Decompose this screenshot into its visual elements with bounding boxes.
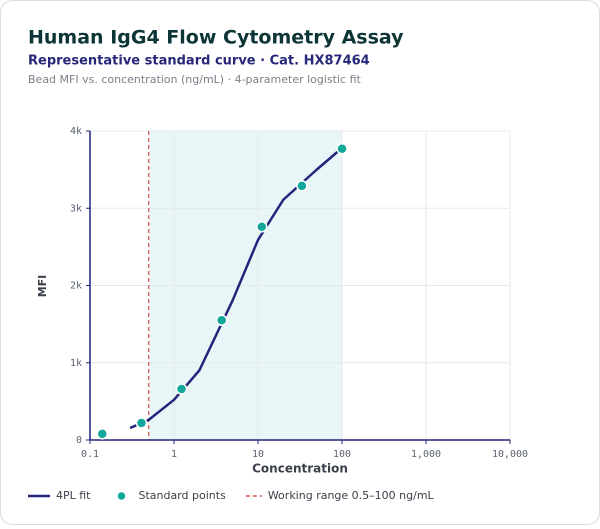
- x-tick-label: 100: [333, 449, 351, 460]
- x-tick-label: 10,000: [492, 449, 528, 460]
- y-tick-label: 3k: [70, 203, 82, 214]
- data-point: [135, 417, 148, 429]
- fit-line: [129, 147, 343, 430]
- legend-label: Working range 0.5–100 ng/mL: [268, 489, 435, 502]
- data-point: [215, 314, 228, 327]
- x-tick-label: 1,000: [411, 449, 441, 460]
- chart-subtitle: Representative standard curve · Cat. HX8…: [28, 54, 370, 69]
- y-tick-label: 2k: [70, 281, 82, 292]
- legend-label: Standard points: [139, 489, 227, 502]
- x-tick-label: 10: [252, 449, 264, 460]
- legend-swatch: [116, 490, 127, 502]
- data-point: [336, 143, 348, 155]
- x-tick-label: 1: [171, 449, 177, 460]
- data-point: [256, 221, 268, 233]
- y-tick-label: 0: [76, 435, 82, 446]
- x-tick-label: 0.1: [81, 449, 99, 460]
- x-axis-label: Concentration: [252, 462, 348, 476]
- data-point: [296, 180, 308, 192]
- chart-description: Bead MFI vs. concentration (ng/mL) · 4-p…: [28, 73, 362, 86]
- data-point: [96, 428, 109, 440]
- y-tick-label: 1k: [70, 358, 82, 369]
- y-axis-label: MFI: [36, 275, 49, 298]
- legend-label: 4PL fit: [56, 489, 91, 502]
- chart-title: Human IgG4 Flow Cytometry Assay: [28, 27, 404, 49]
- data-point: [175, 383, 188, 395]
- y-tick-label: 4k: [70, 126, 82, 137]
